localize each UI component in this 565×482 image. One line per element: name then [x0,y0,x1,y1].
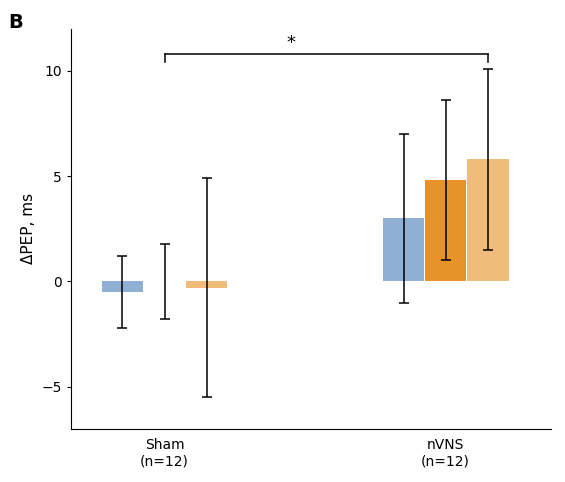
Text: B: B [8,13,23,32]
Bar [383,218,424,281]
Bar [467,160,509,281]
Text: *: * [286,34,295,52]
Bar [186,281,227,288]
Y-axis label: ΔPEP, ms: ΔPEP, ms [21,193,36,264]
Bar [102,281,143,292]
Bar [425,180,466,281]
